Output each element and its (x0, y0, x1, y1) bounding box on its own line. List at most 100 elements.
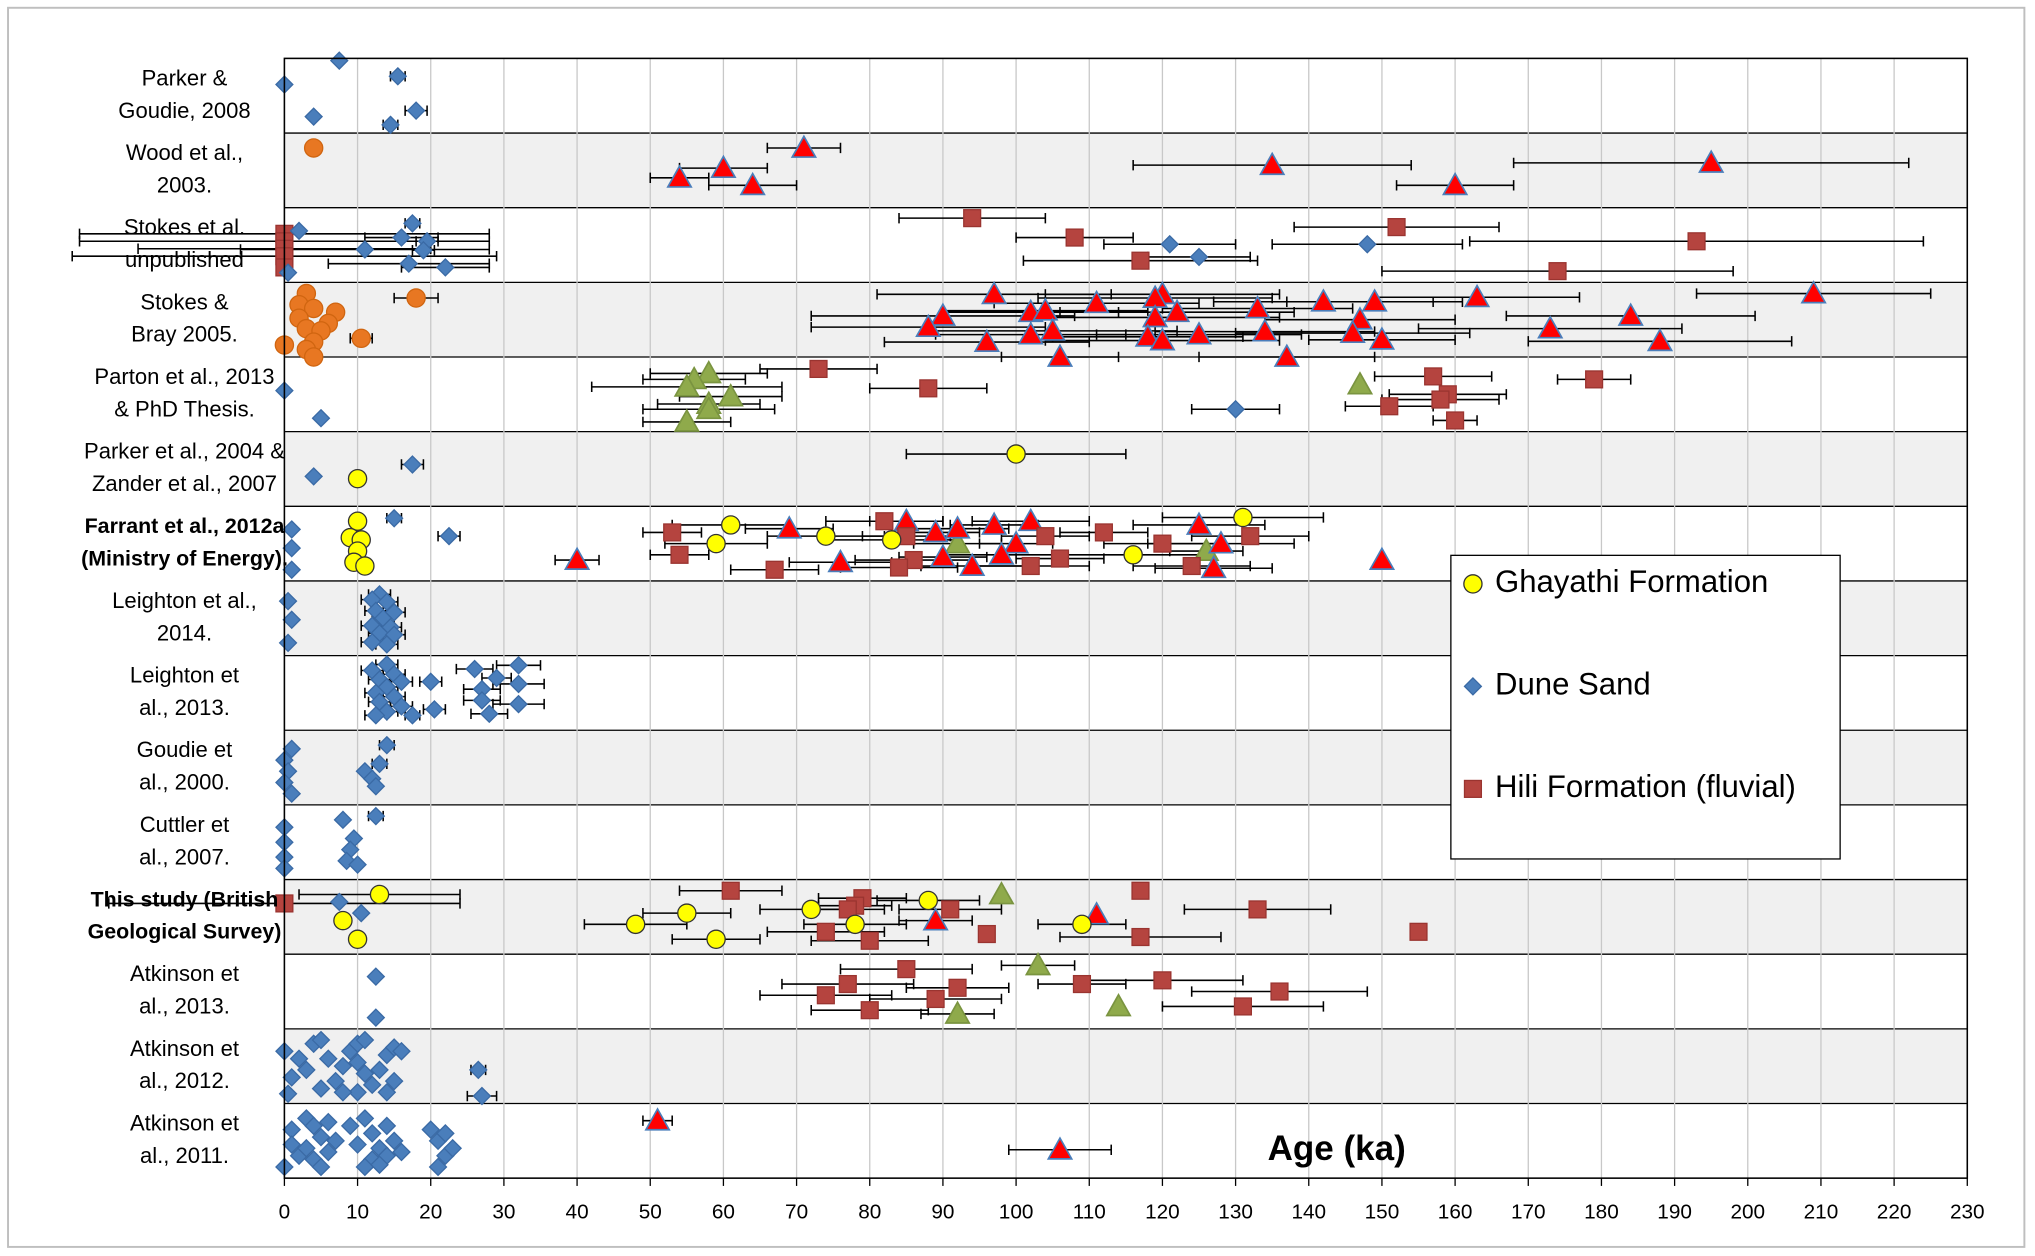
point (922, 907, 949, 931)
y-category-label: al., 2012. (139, 1068, 230, 1093)
point (1182, 556, 1201, 576)
point (1617, 302, 1644, 326)
point (403, 214, 422, 233)
point (282, 1135, 302, 1154)
point (465, 659, 484, 679)
point (941, 900, 960, 919)
point (282, 784, 302, 804)
point (1072, 914, 1092, 935)
point (944, 1000, 971, 1024)
point (297, 1060, 316, 1080)
point (1134, 323, 1161, 347)
point (1131, 251, 1150, 270)
point (362, 632, 382, 652)
x-tick-label: 50 (639, 1201, 662, 1224)
y-category-label: Parker & (142, 65, 228, 90)
point (355, 556, 375, 576)
point (720, 515, 741, 535)
point (1424, 367, 1443, 386)
y-category-label: Atkinson et (130, 1036, 239, 1061)
point (1548, 262, 1567, 281)
point (370, 754, 389, 774)
point (1310, 288, 1337, 312)
point (1185, 511, 1213, 535)
point (1017, 507, 1044, 532)
point (509, 694, 528, 714)
row-band (284, 879, 1968, 955)
point (351, 328, 371, 349)
point (1002, 530, 1030, 554)
point (403, 455, 422, 474)
point (347, 511, 368, 531)
point (421, 672, 441, 692)
point (282, 610, 302, 630)
point (625, 914, 646, 935)
point (1105, 993, 1132, 1017)
point (1463, 677, 1483, 696)
point (479, 704, 499, 724)
point (329, 892, 349, 912)
point (1036, 527, 1055, 546)
y-category-label: Parton et al., 2013 (94, 364, 274, 389)
row-band (284, 133, 1968, 208)
plot-frame (283, 57, 1969, 1179)
point (673, 408, 700, 432)
point (392, 672, 411, 692)
point (1065, 228, 1084, 247)
point (860, 1001, 879, 1020)
annotation: Age (ka) (1268, 1129, 1406, 1168)
point (1032, 297, 1059, 321)
point (929, 302, 957, 326)
point (801, 899, 821, 920)
point (348, 855, 367, 874)
legend: Ghayathi Formation Dune Sand Hili Formatio… (1450, 554, 1841, 860)
point (1131, 927, 1150, 947)
point (1163, 298, 1191, 323)
point (881, 530, 902, 550)
point (776, 515, 803, 539)
point (1153, 534, 1172, 553)
point (369, 884, 390, 905)
point (915, 313, 942, 338)
x-tick-label: 230 (1950, 1201, 1985, 1224)
point (377, 1116, 397, 1136)
point (1251, 318, 1278, 342)
point (472, 691, 492, 710)
point (436, 258, 455, 277)
point (889, 558, 909, 577)
point (1083, 289, 1110, 314)
y-category-label: al., 2013. (139, 695, 230, 720)
point (1021, 556, 1040, 576)
point (384, 1131, 404, 1151)
point (333, 810, 353, 830)
x-tick-label: 70 (785, 1201, 808, 1224)
y-category-label: Geological Survey) (88, 920, 282, 944)
point (816, 922, 835, 941)
x-tick-label: 40 (566, 1201, 589, 1224)
point (1233, 507, 1253, 528)
y-category-label: This study (British (91, 887, 279, 911)
y-category-label: Atkinson et (130, 961, 239, 986)
x-tick-label: 110 (1073, 1201, 1106, 1224)
point (297, 1138, 316, 1158)
y-category-label: Wood et al., (126, 140, 243, 165)
x-tick-label: 140 (1291, 1201, 1326, 1224)
point (348, 1135, 367, 1154)
point (827, 548, 854, 573)
y-category-label: al., 2007. (139, 844, 230, 869)
point (1160, 234, 1180, 254)
point (1141, 304, 1169, 328)
point (1207, 530, 1235, 554)
point (362, 1124, 382, 1143)
point (677, 903, 697, 923)
point (355, 1109, 375, 1128)
y-category-label: 2003. (157, 172, 212, 197)
point (922, 519, 949, 543)
y-category-label: (Ministry of Energy). (81, 546, 288, 570)
point (351, 903, 371, 923)
point (897, 960, 916, 979)
point (384, 508, 404, 528)
point (1446, 411, 1465, 430)
point (1248, 900, 1267, 919)
